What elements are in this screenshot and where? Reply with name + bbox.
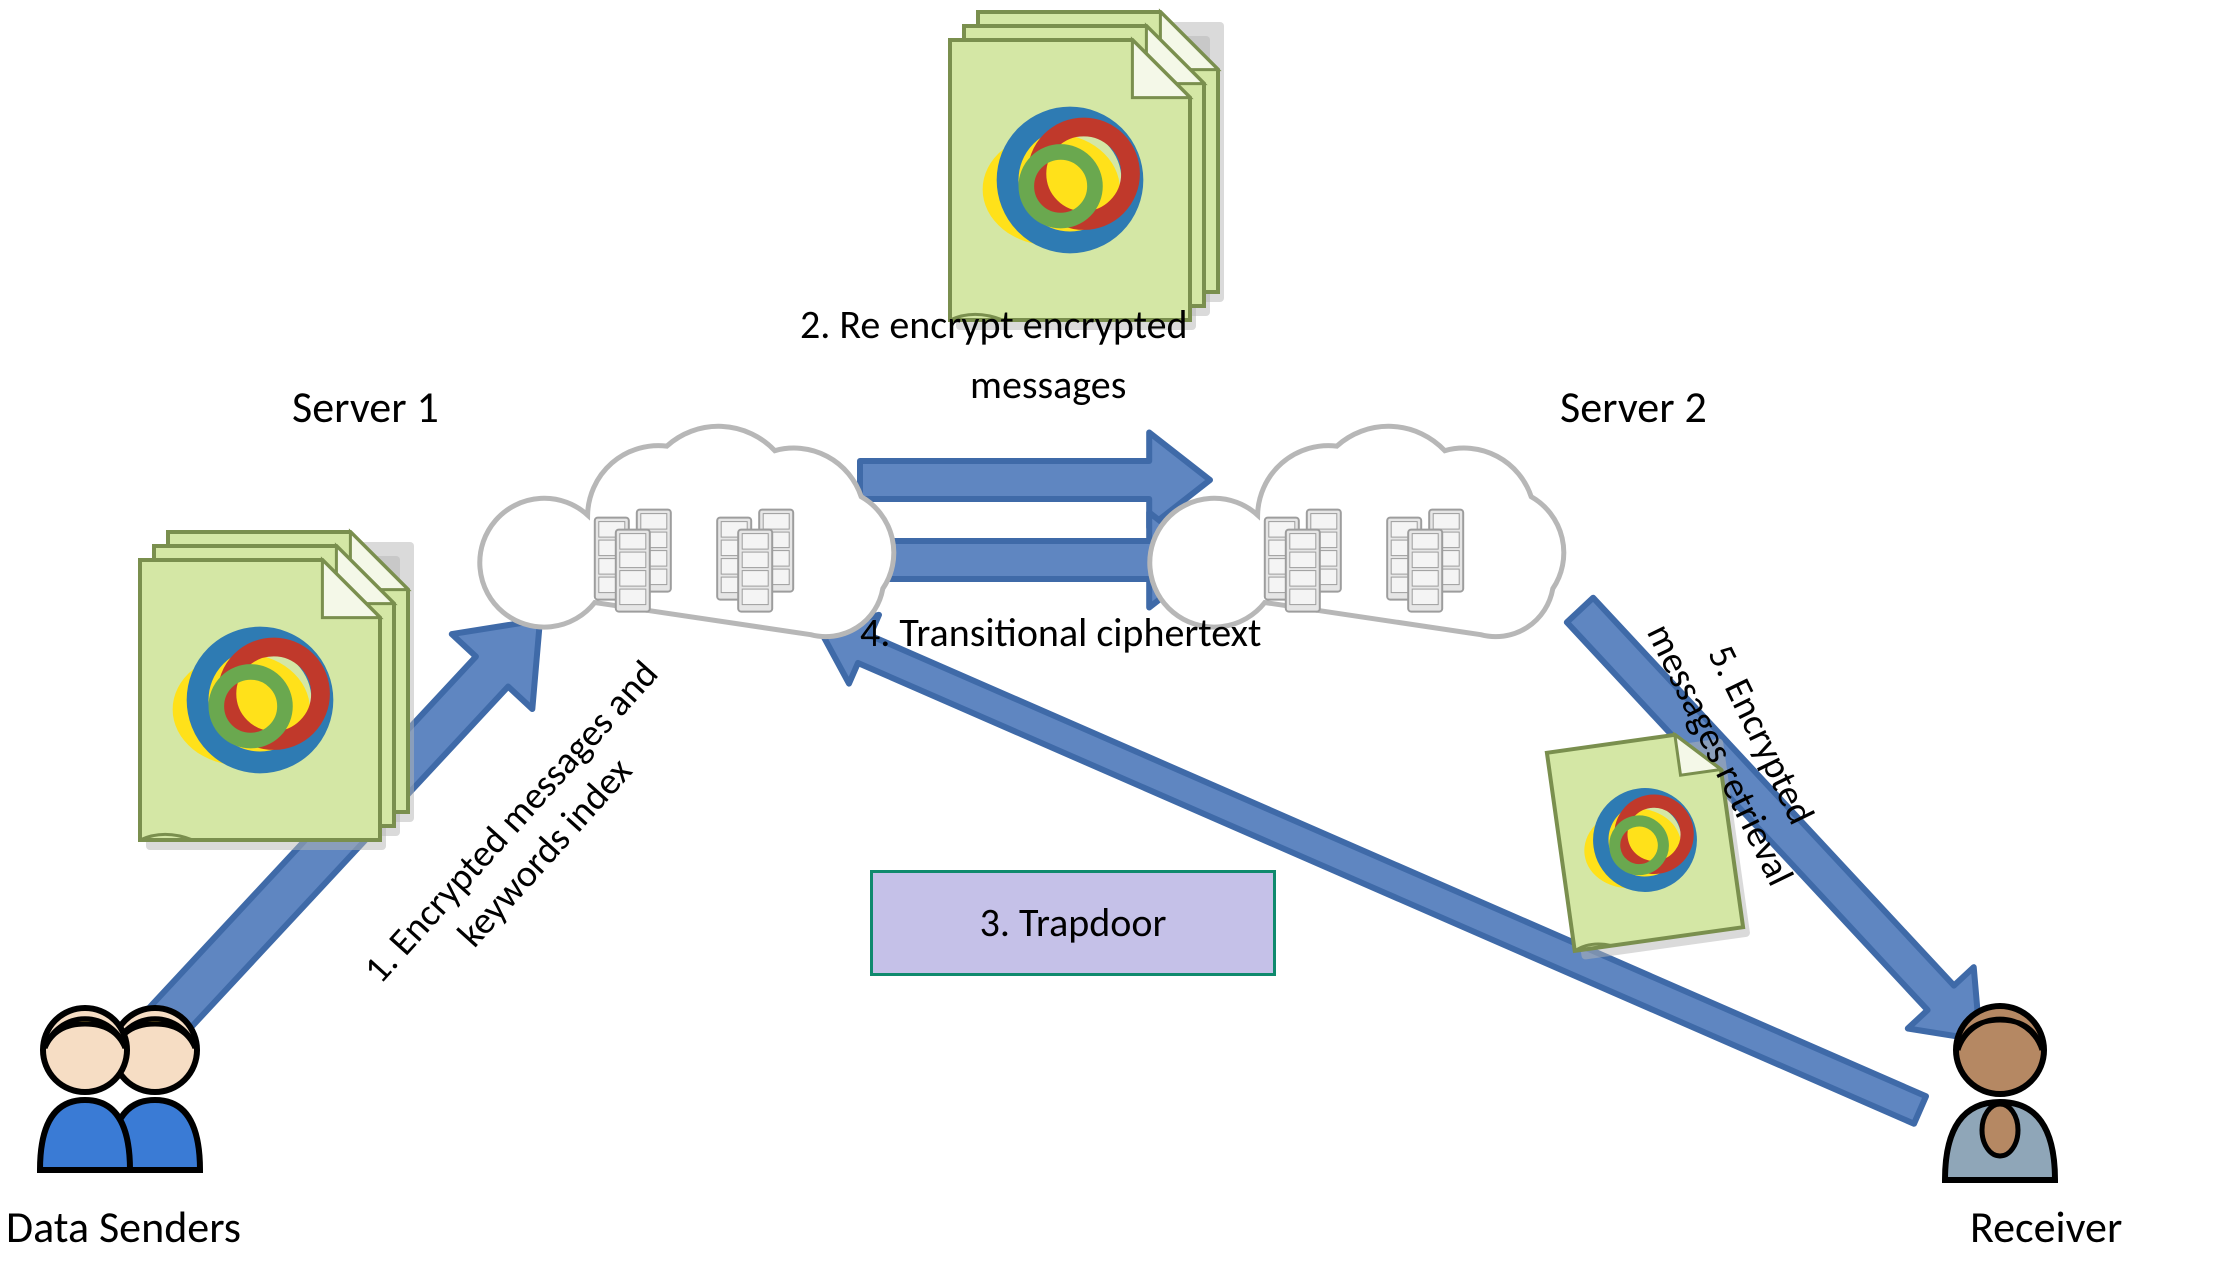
data-senders-label: Data Senders — [6, 1200, 241, 1254]
server1-label: Server 1 — [292, 380, 439, 434]
cloud-server1 — [480, 426, 894, 636]
cloud-server2 — [1150, 426, 1564, 636]
step2-label-line2: messages — [970, 360, 1126, 409]
doc-stack-top — [950, 12, 1224, 330]
data-senders-icon — [40, 1008, 200, 1170]
step4-label: 4. Transitional ciphertext — [860, 608, 1261, 657]
step2-label-line1: 2. Re encrypt encrypted — [800, 300, 1188, 349]
diagram-stage: 1. Encrypted messages andkeywords index … — [0, 0, 2233, 1286]
receiver-label: Receiver — [1970, 1200, 2122, 1254]
doc-stack-sender — [140, 532, 414, 850]
receiver-icon — [1945, 1006, 2055, 1180]
step3-label: 3. Trapdoor — [980, 898, 1167, 947]
server2-label: Server 2 — [1560, 380, 1707, 434]
trapdoor-box: 3. Trapdoor — [870, 870, 1276, 976]
